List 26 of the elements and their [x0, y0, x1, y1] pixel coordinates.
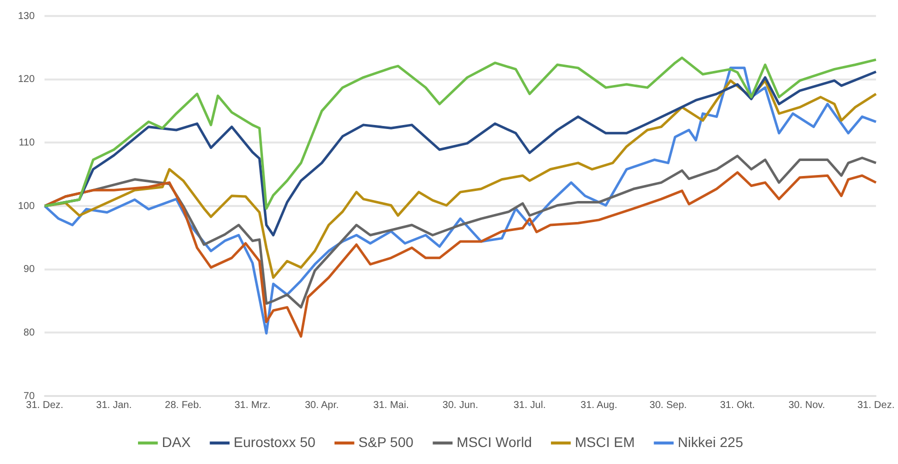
x-tick-label: 31. Mrz. — [234, 400, 271, 411]
y-tick-label: 110 — [18, 137, 36, 148]
y-tick-label: 70 — [24, 390, 36, 402]
x-tick-label: 31. Dez. — [26, 400, 64, 411]
y-tick-label: 80 — [24, 327, 36, 338]
x-tick-label: 30. Sep. — [650, 400, 687, 411]
legend-label: MSCI EM — [574, 434, 635, 450]
x-tick-label: 30. Nov. — [788, 400, 825, 411]
x-tick-label: 31. Okt. — [720, 400, 755, 411]
y-tick-label: 90 — [24, 264, 36, 276]
x-tick-label: 31. Jan. — [96, 400, 132, 411]
y-tick-label: 120 — [18, 74, 36, 86]
x-tick-label: 31. Jul. — [513, 400, 546, 411]
legend-label: MSCI World — [456, 434, 532, 450]
legend-label: Nikkei 225 — [678, 434, 744, 450]
x-tick-label: 30. Apr. — [304, 400, 339, 411]
legend-label: S&P 500 — [358, 434, 414, 450]
y-tick-label: 100 — [18, 200, 36, 212]
x-tick-label: 28. Feb. — [164, 400, 202, 411]
x-tick-label: 31. Dez. — [857, 400, 895, 411]
x-tick-label: 31. Mai. — [373, 400, 409, 411]
legend-label: Eurostoxx 50 — [234, 434, 316, 450]
legend-label: DAX — [162, 434, 192, 450]
x-tick-label: 31. Aug. — [580, 400, 618, 411]
y-tick-label: 130 — [18, 10, 36, 22]
x-tick-label: 30. Jun. — [442, 400, 478, 411]
